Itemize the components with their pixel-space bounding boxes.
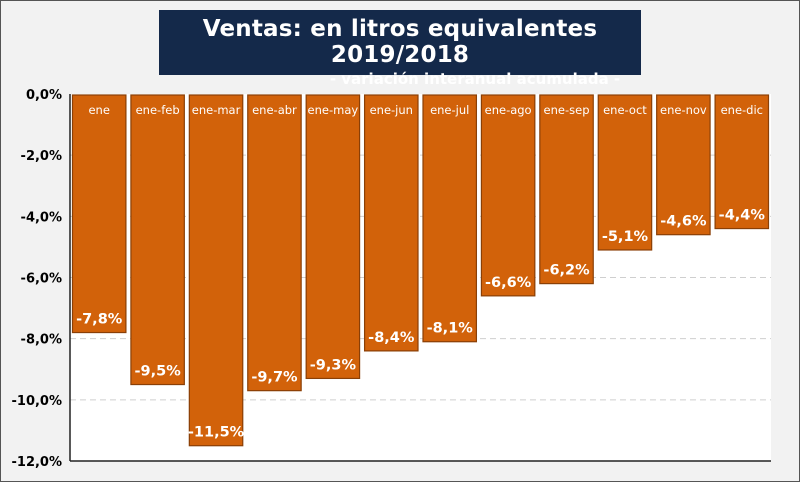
y-tick-label: -10,0% <box>12 394 63 409</box>
y-tick-label: -8,0% <box>21 333 62 348</box>
bar <box>480 94 536 297</box>
category-label: ene-ago <box>485 103 532 117</box>
bar <box>130 94 185 386</box>
category-label: ene-oct <box>603 103 647 117</box>
data-label: -8,4% <box>368 330 415 346</box>
y-tick-label: -2,0% <box>21 149 62 164</box>
data-label: -4,4% <box>719 208 766 224</box>
bar <box>597 94 653 251</box>
category-label: ene-sep <box>544 103 590 117</box>
y-tick-label: -4,0% <box>21 210 62 225</box>
category-label: ene-abr <box>252 103 297 117</box>
y-tick-label: -6,0% <box>21 272 62 287</box>
data-label: -9,3% <box>310 357 357 373</box>
bar <box>305 94 361 380</box>
data-label: -4,6% <box>660 214 707 230</box>
category-label: ene <box>88 103 109 117</box>
category-label: ene-mar <box>192 103 241 117</box>
category-label: ene-feb <box>136 103 180 117</box>
bar <box>539 94 594 285</box>
category-label: ene-nov <box>660 103 707 117</box>
data-label: -8,1% <box>427 321 474 337</box>
category-label: ene-jul <box>430 103 469 117</box>
bar <box>714 94 770 230</box>
data-label: -7,8% <box>76 312 123 328</box>
data-label: -9,5% <box>135 364 182 380</box>
bar <box>71 94 127 334</box>
data-label: -11,5% <box>188 425 245 441</box>
bar <box>422 94 478 343</box>
category-label: ene-may <box>308 103 359 117</box>
category-label: ene-jun <box>370 103 413 117</box>
y-tick-label: 0,0% <box>26 88 62 103</box>
category-label: ene-dic <box>721 103 763 117</box>
bar <box>188 94 244 447</box>
data-label: -6,2% <box>543 263 590 279</box>
data-label: -6,6% <box>485 275 532 291</box>
bar <box>247 94 302 392</box>
bar <box>363 94 419 352</box>
y-tick-label: -12,0% <box>12 455 63 470</box>
title-box: Ventas: en litros equivalentes 2019/2018… <box>159 10 641 88</box>
chart-subtitle: - variación interanual acumulada - <box>329 70 621 88</box>
data-label: -5,1% <box>602 229 649 245</box>
bar <box>656 94 711 236</box>
data-label: -9,7% <box>251 370 298 386</box>
chart-title: Ventas: en litros equivalentes 2019/2018 <box>202 16 598 68</box>
